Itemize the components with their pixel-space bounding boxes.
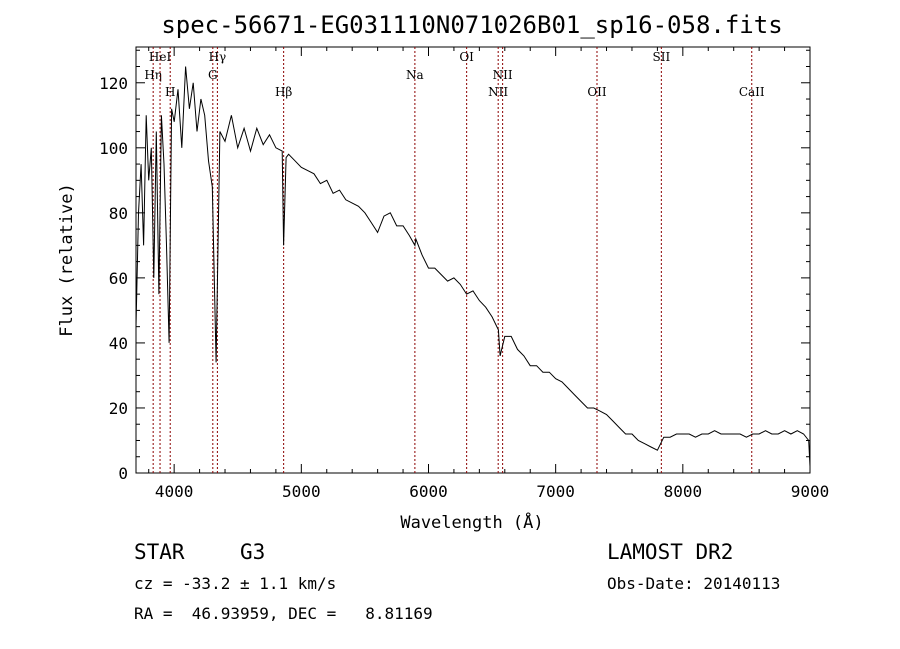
x-tick-label: 7000 bbox=[536, 482, 575, 501]
line-marker-label: NII bbox=[493, 68, 513, 82]
spectrum-line bbox=[135, 66, 811, 467]
y-tick-label: 60 bbox=[109, 269, 128, 288]
line-marker-label: SII bbox=[652, 50, 670, 64]
line-marker-label: Na bbox=[406, 68, 424, 82]
y-tick-label: 0 bbox=[118, 464, 128, 483]
ra-dec-coordinates: RA = 46.93959, DEC = 8.81169 bbox=[134, 604, 433, 623]
line-marker-label: Hη bbox=[144, 68, 162, 82]
x-tick-label: 6000 bbox=[409, 482, 448, 501]
y-tick-label: 120 bbox=[99, 74, 128, 93]
chart-title: spec-56671-EG031110N071026B01_sp16-058.f… bbox=[161, 11, 782, 39]
line-marker-label: OII bbox=[587, 85, 607, 99]
object-subclass: G3 bbox=[240, 540, 266, 564]
object-class: STAR bbox=[134, 540, 185, 564]
y-tick-label: 80 bbox=[109, 204, 128, 223]
y-tick-label: 20 bbox=[109, 399, 128, 418]
plot-frame bbox=[135, 46, 811, 474]
line-marker-label: OI bbox=[459, 50, 474, 64]
axes: 4000 5000 6000 7000 8000 9000 0 20 40 60 80 100 120 bbox=[99, 47, 829, 501]
spectral-line-markers: Hη HeI H Hγ G Hβ Na OI NII NII OII SII CaII bbox=[144, 47, 765, 473]
line-marker-label: Hβ bbox=[275, 85, 292, 99]
y-axis-label: Flux (relative) bbox=[57, 183, 77, 337]
redshift-velocity: cz = -33.2 ± 1.1 km/s bbox=[134, 574, 337, 593]
survey-name: LAMOST DR2 bbox=[607, 540, 734, 564]
x-axis-label: Wavelength (Å) bbox=[400, 511, 543, 533]
x-tick-label: 8000 bbox=[664, 482, 703, 501]
x-tick-label: 9000 bbox=[791, 482, 830, 501]
x-tick-label: 5000 bbox=[282, 482, 321, 501]
x-tick-label: 4000 bbox=[155, 482, 194, 501]
y-tick-label: 100 bbox=[99, 139, 128, 158]
y-tick-label: 40 bbox=[109, 334, 128, 353]
line-marker-label: HeI bbox=[149, 50, 172, 64]
observation-date: Obs-Date: 20140113 bbox=[607, 574, 781, 593]
line-marker-label: CaII bbox=[739, 85, 765, 99]
line-marker-label: NII bbox=[488, 85, 508, 99]
line-marker-label: Hγ bbox=[209, 50, 227, 64]
line-marker-label: H bbox=[165, 85, 175, 99]
line-marker-label: G bbox=[208, 68, 218, 82]
